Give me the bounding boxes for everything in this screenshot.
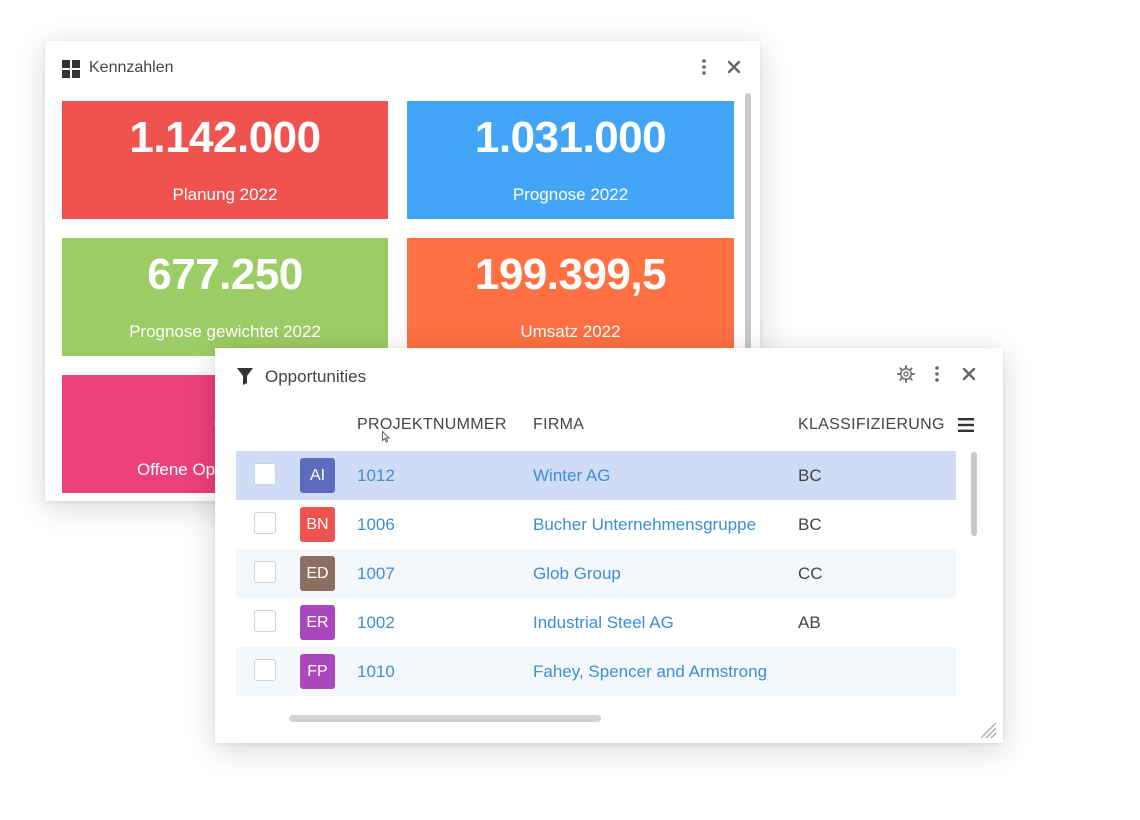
column-header-projektnummer[interactable]: PROJEKTNUMMER xyxy=(357,416,507,433)
avatar: AI xyxy=(300,458,335,493)
avatar: ER xyxy=(300,605,335,640)
close-icon[interactable] xyxy=(723,56,745,78)
kpi-value: 199.399,5 xyxy=(474,250,667,299)
table-row[interactable]: ED 1007 Glob Group CC xyxy=(236,549,956,598)
avatar: BN xyxy=(300,507,335,542)
dashboard-grid-icon xyxy=(62,60,80,78)
kpi-label: Prognose 2022 xyxy=(512,185,629,204)
row-checkbox[interactable] xyxy=(254,610,276,632)
table-row[interactable]: BN 1006 Bucher Unternehmensgruppe BC xyxy=(236,500,956,549)
firma-link[interactable]: Industrial Steel AG xyxy=(533,613,674,632)
kpi-tile-planung[interactable]: 1.142.000 Planung 2022 xyxy=(62,101,388,219)
kpi-widget-title: Kennzahlen xyxy=(89,59,174,76)
firma-link[interactable]: Winter AG xyxy=(533,466,611,485)
row-checkbox[interactable] xyxy=(254,561,276,583)
opportunities-widget-header: Opportunities xyxy=(215,348,1003,402)
resize-handle-icon[interactable] xyxy=(977,719,997,739)
projektnummer-link[interactable]: 1012 xyxy=(357,466,395,485)
close-icon[interactable] xyxy=(958,363,980,385)
column-menu-icon[interactable] xyxy=(953,405,979,445)
kpi-value: 677.250 xyxy=(147,250,303,299)
klassifizierung-value: CC xyxy=(798,564,823,583)
kpi-label: Planung 2022 xyxy=(172,185,278,204)
kpi-value: 1.142.000 xyxy=(129,113,321,162)
opportunities-widget: Opportunities PROJEKTNUMMER FIRMA KLASSI… xyxy=(215,348,1003,743)
kpi-tile-prognose[interactable]: 1.031.000 Prognose 2022 xyxy=(407,101,734,219)
more-options-icon[interactable] xyxy=(926,363,948,385)
firma-link[interactable]: Bucher Unternehmensgruppe xyxy=(533,515,757,534)
projektnummer-link[interactable]: 1006 xyxy=(357,515,395,534)
kpi-tile-umsatz[interactable]: 199.399,5 Umsatz 2022 xyxy=(407,238,734,356)
avatar: ED xyxy=(300,556,335,591)
table-row[interactable]: ER 1002 Industrial Steel AG AB xyxy=(236,598,956,647)
row-checkbox[interactable] xyxy=(254,659,276,681)
column-header-firma[interactable]: FIRMA xyxy=(533,416,585,433)
table-row[interactable]: AI 1012 Winter AG BC xyxy=(236,451,956,500)
more-options-icon[interactable] xyxy=(693,56,715,78)
projektnummer-link[interactable]: 1007 xyxy=(357,564,395,583)
kpi-label: Prognose gewichtet 2022 xyxy=(129,322,321,341)
mouse-cursor-icon xyxy=(382,430,391,443)
klassifizierung-value: BC xyxy=(798,515,822,534)
kpi-label: Offene Op xyxy=(137,460,216,479)
kpi-tile-prognose-gewichtet[interactable]: 677.250 Prognose gewichtet 2022 xyxy=(62,238,388,356)
table-row[interactable]: FP 1010 Fahey, Spencer and Armstrong xyxy=(236,647,956,696)
kpi-label: Umsatz 2022 xyxy=(520,322,621,341)
column-header-klassifizierung[interactable]: KLASSIFIZIERUNG xyxy=(798,416,945,433)
vertical-scrollbar[interactable] xyxy=(971,452,977,536)
kpi-value: 1.031.000 xyxy=(474,113,667,162)
filter-icon xyxy=(236,367,254,385)
projektnummer-link[interactable]: 1010 xyxy=(357,662,395,681)
projektnummer-link[interactable]: 1002 xyxy=(357,613,395,632)
klassifizierung-value: BC xyxy=(798,466,822,485)
horizontal-scrollbar[interactable] xyxy=(289,715,601,722)
kpi-widget-header: Kennzahlen xyxy=(45,41,760,95)
firma-link[interactable]: Fahey, Spencer and Armstrong xyxy=(533,662,768,681)
vertical-scrollbar[interactable] xyxy=(745,93,751,493)
klassifizierung-value: AB xyxy=(798,613,821,632)
avatar: FP xyxy=(300,654,335,689)
row-checkbox[interactable] xyxy=(254,463,276,485)
opportunities-widget-title: Opportunities xyxy=(265,367,367,386)
row-checkbox[interactable] xyxy=(254,512,276,534)
firma-link[interactable]: Glob Group xyxy=(533,564,621,583)
settings-gear-icon[interactable] xyxy=(895,363,917,385)
